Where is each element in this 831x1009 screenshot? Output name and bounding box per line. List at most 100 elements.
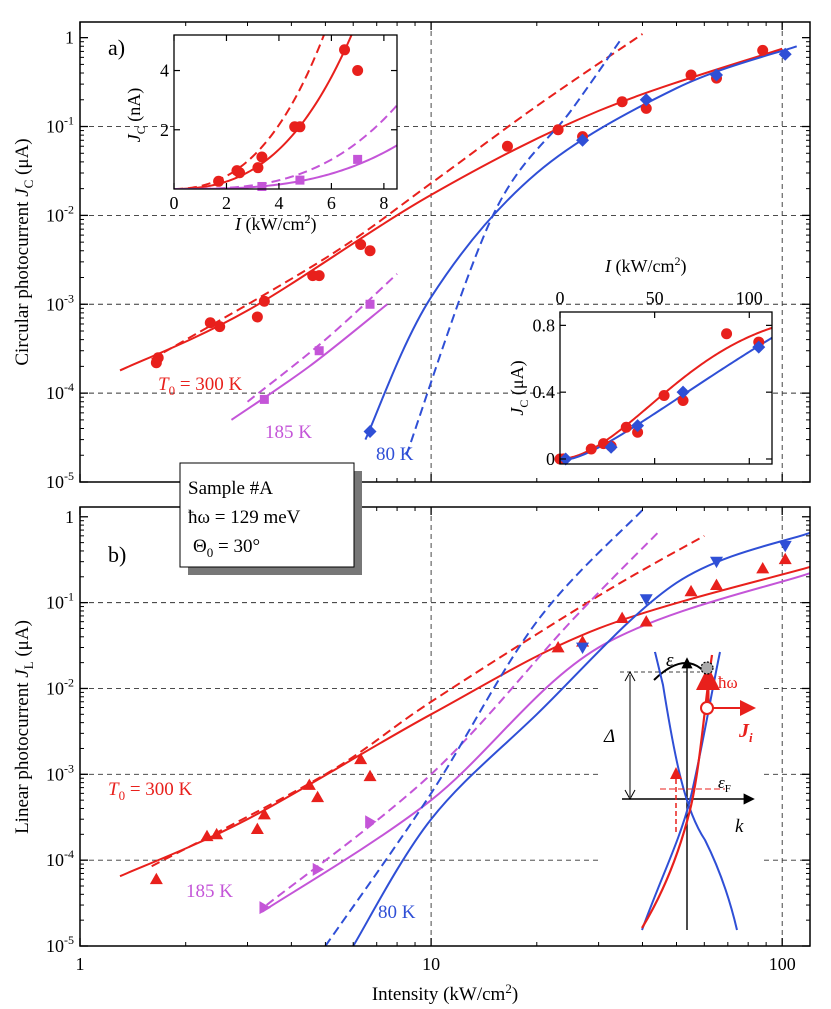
data-point-blue xyxy=(639,93,653,107)
dashed-curve-magenta xyxy=(246,273,398,403)
data-point-red xyxy=(250,822,264,834)
panel-a-curves xyxy=(119,33,798,456)
data-point-red xyxy=(685,69,697,81)
fit-curve-magenta xyxy=(261,572,810,913)
panel-a-label-80k: 80 K xyxy=(376,444,414,465)
panel-b-y-ticks: 1 10-1 10-2 10-3 10-4 10-5 xyxy=(46,507,810,956)
occupied-branch xyxy=(641,654,714,929)
panel-a-ylabel: Circular photocurrent JC (μA) xyxy=(12,138,36,365)
data-point-red xyxy=(200,829,214,842)
inset-bottom-point-red xyxy=(677,395,689,407)
data-point-red xyxy=(363,769,377,782)
sample-info-box: Sample #A ħω = 129 meV Θ0 = 30° xyxy=(179,462,362,575)
dashed-curve-blue xyxy=(405,37,623,456)
inset-bottom-point-blue xyxy=(631,419,645,433)
inset-top-point-red xyxy=(256,151,268,163)
panel-b-gridlines xyxy=(80,507,810,946)
data-point-red xyxy=(552,124,564,136)
inset-top-point-magenta xyxy=(295,175,305,185)
inset-bottom-point-blue xyxy=(752,340,766,354)
data-point-red xyxy=(615,611,629,623)
inset-top-ticks: 0 2 4 6 8 2 4 xyxy=(160,35,397,213)
inset-top-xlabel: I (kW/cm2) xyxy=(234,212,316,235)
inset-top-point-red xyxy=(252,162,264,174)
inset-x-tick-label: 6 xyxy=(327,193,336,213)
data-point-magenta xyxy=(259,394,269,404)
data-point-red xyxy=(313,270,325,282)
data-point-blue xyxy=(778,47,792,61)
inset-top-points xyxy=(213,44,364,191)
band-diagram: ε k Δ εF ħω Ji xyxy=(600,650,760,932)
inset-bottom-points xyxy=(554,328,766,466)
data-point-blue xyxy=(363,425,377,439)
inset-y-tick-label: 0.8 xyxy=(533,315,556,335)
x-tick-label: 100 xyxy=(769,954,796,974)
data-point-blue xyxy=(710,68,724,82)
x-axis-label: Intensity (kW/cm2) xyxy=(372,981,518,1005)
data-point-blue xyxy=(576,133,590,147)
y-tick-label: 10-1 xyxy=(46,590,74,613)
panel-b-x-ticks: 1 10 100 xyxy=(76,507,796,974)
data-point-red xyxy=(639,615,653,627)
y-tick-label: 10-4 xyxy=(46,380,74,403)
inset-bottom-point-red xyxy=(658,390,670,402)
inset-x-tick-label: 100 xyxy=(736,288,763,308)
data-point-red xyxy=(551,641,565,653)
hole-circle xyxy=(700,701,714,715)
y-tick-label: 10-2 xyxy=(46,202,74,225)
x-tick-label: 1 xyxy=(76,954,85,974)
y-tick-label: 10-1 xyxy=(46,114,74,137)
delta-label: Δ xyxy=(603,726,615,747)
data-point-red xyxy=(778,552,792,565)
panel-a: 1 10-1 10-2 10-3 10-4 10-5 a) Circular photoc… xyxy=(12,21,811,492)
data-point-red xyxy=(684,584,698,597)
inset-bottom-point-red xyxy=(585,443,597,455)
inset-x-tick-label: 4 xyxy=(274,193,283,213)
inset-top-dashed-185k xyxy=(174,103,397,189)
inset-y-tick-label: 0.4 xyxy=(533,382,556,402)
panel-b: 1 10-1 10-2 10-3 10-4 10-5 1 10 100 b) Linear p… xyxy=(12,506,811,974)
data-point-red xyxy=(710,578,724,590)
inset-bottom-point-blue xyxy=(604,440,618,454)
inset-x-tick-label: 8 xyxy=(379,193,388,213)
inset-bottom-frame xyxy=(559,311,773,465)
inset-bottom-xlabel: I (kW/cm2) xyxy=(604,254,686,277)
inset-top-point-red xyxy=(352,65,364,77)
data-point-red xyxy=(149,872,163,885)
data-point-red xyxy=(258,295,270,307)
dirac-branch-right xyxy=(654,651,738,931)
data-point-magenta xyxy=(259,901,271,915)
dashed-curve-red xyxy=(151,534,705,868)
panel-b-label: b) xyxy=(108,542,126,567)
inset-top-point-red xyxy=(294,121,306,133)
photon-energy: ħω = 129 meV xyxy=(188,507,301,528)
panel-b-frame xyxy=(79,506,811,947)
data-point-red xyxy=(204,317,216,329)
inset-bottom-point-red xyxy=(632,426,644,438)
data-point-magenta xyxy=(365,299,375,309)
dashed-curve-magenta xyxy=(265,529,662,906)
inset-y-tick-label: 4 xyxy=(160,61,169,81)
data-point-red xyxy=(355,239,367,251)
inset-bottom-ticks: 0 50 100 0 0.4 0.8 xyxy=(533,288,772,469)
sample-box-frame xyxy=(179,462,355,568)
data-point-red xyxy=(364,245,376,257)
inset-y-tick-label: 0 xyxy=(546,449,555,469)
inset-x-tick-label: 0 xyxy=(170,193,179,213)
inset-bottom-point-blue xyxy=(676,385,690,399)
data-point-red xyxy=(311,790,325,803)
data-point-red xyxy=(251,311,263,323)
inset-top: 0 2 4 6 8 2 4 I (kW/cm2) JC (nA) xyxy=(124,34,398,235)
data-point-red xyxy=(616,96,628,108)
current-label: Ji xyxy=(738,720,753,745)
x-tick-label: 10 xyxy=(422,954,440,974)
inset-top-point-magenta xyxy=(257,181,267,191)
data-point-red xyxy=(757,44,769,56)
y-tick-label: 10-5 xyxy=(46,469,74,492)
data-point-red xyxy=(210,827,224,840)
data-point-red xyxy=(257,808,271,820)
panel-b-label-185k: 185 K xyxy=(186,881,233,902)
inset-x-tick-label: 50 xyxy=(646,288,664,308)
data-point-blue xyxy=(639,594,653,606)
